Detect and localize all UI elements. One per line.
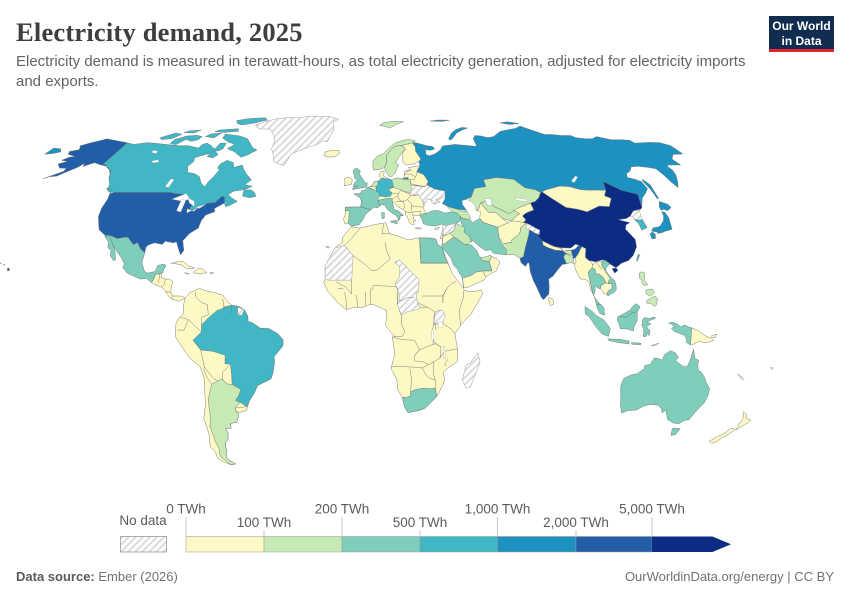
svg-text:0 TWh: 0 TWh	[166, 502, 206, 517]
svg-text:100 TWh: 100 TWh	[237, 515, 292, 530]
svg-text:1,000 TWh: 1,000 TWh	[465, 502, 531, 517]
svg-text:No data: No data	[119, 513, 167, 528]
svg-text:2,000 TWh: 2,000 TWh	[543, 515, 609, 530]
svg-text:200 TWh: 200 TWh	[315, 502, 370, 517]
svg-text:5,000 TWh: 5,000 TWh	[619, 502, 685, 517]
svg-text:500 TWh: 500 TWh	[393, 515, 448, 530]
